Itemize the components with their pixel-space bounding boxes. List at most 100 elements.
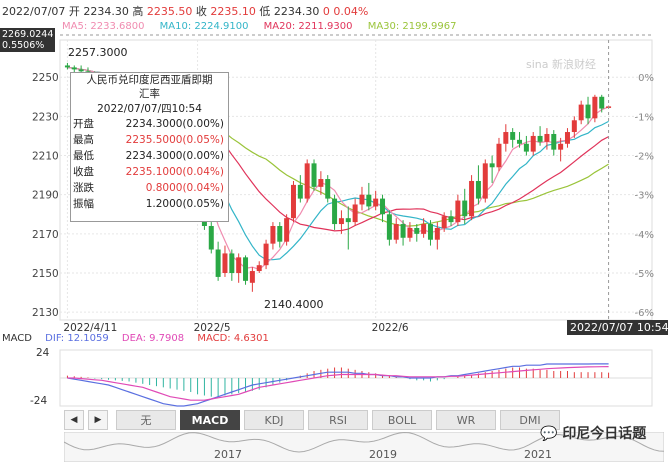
low-value: 2234.30 [273, 5, 320, 18]
candle-body [263, 243, 269, 266]
candle-body [434, 227, 440, 240]
tab-1[interactable]: MACD [180, 410, 240, 430]
macd-y-top: 24 [36, 347, 50, 359]
dif-label: DIF: 12.1059 [45, 333, 109, 344]
candle-body [393, 224, 399, 240]
tooltip-title-2: 汇率 [139, 88, 160, 100]
close-value: 2235.10 [210, 5, 256, 18]
wechat-logo: 💬 印尼今日话题 [540, 423, 646, 443]
candle-body [455, 200, 461, 223]
ma-legend: MA5: 2233.6800 MA10: 2224.9100 MA20: 221… [62, 21, 469, 32]
candle-body [229, 253, 235, 274]
tab-3[interactable]: RSI [308, 410, 368, 430]
candle-body [523, 143, 529, 152]
candle-body [386, 214, 392, 240]
candle-body [325, 179, 331, 199]
ma30-label: MA30: 2199.9967 [367, 21, 457, 32]
y-pct-label: -3% [635, 191, 654, 202]
candle-body [352, 204, 358, 223]
candle-body [338, 218, 344, 225]
tooltip-row: 振幅 1.2000(0.05%) [71, 196, 228, 212]
candle-body [380, 198, 386, 215]
tooltip-row-value: 2234.3000(0.00%) [125, 150, 224, 162]
candle-body [270, 226, 276, 244]
overview-year-label: 2021 [524, 448, 552, 461]
wechat-icon: 💬 [540, 426, 563, 442]
candle-body [208, 226, 214, 250]
candle-body [277, 226, 283, 242]
macd-legend: MACD DIF: 12.1059 DEA: 9.7908 MACD: 4.63… [2, 333, 279, 344]
macd-title: MACD [2, 333, 32, 344]
candle-body [64, 65, 70, 68]
quote-date: 2022/07/07 [2, 5, 66, 18]
y-tick-label: 2170 [32, 229, 59, 241]
candle-body [297, 184, 303, 199]
close-label: 收 [195, 5, 207, 18]
tab-2[interactable]: KDJ [244, 410, 304, 430]
candle-body [304, 163, 310, 199]
low-annotation: 2140.4000 [264, 298, 324, 311]
change-value: 0 [322, 5, 330, 18]
tooltip-row-label: 收盘 [73, 166, 94, 178]
candle-body [318, 179, 324, 187]
high-annotation: 2257.3000 [68, 46, 128, 59]
candle-body [558, 143, 564, 150]
candle-body [469, 180, 475, 217]
macd-y-bottom: -24 [30, 395, 47, 407]
y-pct-label: -5% [635, 269, 654, 280]
high-label: 高 [132, 5, 144, 18]
tooltip-row: 开盘 2234.3000(0.00%) [71, 116, 228, 132]
candle-body [585, 104, 591, 119]
prev-arrow-icon[interactable]: ◀ [64, 410, 84, 430]
candle-body [215, 249, 221, 277]
dif-line [67, 363, 609, 407]
candle-body [489, 163, 495, 168]
candle-body [311, 163, 317, 187]
candle-body [517, 139, 523, 144]
candle-body [496, 143, 502, 168]
logo-text: 印尼今日话题 [562, 426, 647, 442]
next-arrow-icon[interactable]: ▶ [88, 410, 108, 430]
tab-6[interactable]: DMI [500, 410, 560, 430]
candle-body [359, 194, 365, 205]
tab-5[interactable]: WR [436, 410, 496, 430]
tooltip-row: 涨跌 0.8000(0.04%) [71, 180, 228, 196]
candlestick-chart[interactable]: 2250 0% 2230 -1% 2210 -2% 2190 -3% 2170 -4% 2150 -5… [0, 32, 668, 412]
overview-navigator[interactable]: 2017 2019 2021 [64, 432, 664, 462]
ma20-label: MA20: 2211.9300 [263, 21, 353, 32]
candle-body [256, 265, 262, 272]
candle-body [510, 132, 516, 140]
overview-year-label: 2019 [369, 448, 397, 461]
candle-body [448, 216, 454, 223]
crosshair-time-badge: 2022/07/07 10:54 [567, 320, 668, 335]
x-tick-label: 2022/6 [372, 322, 409, 334]
tab-0[interactable]: 无 [116, 410, 176, 430]
candle-body [373, 198, 379, 207]
crosshair-price: 2269.0244 [2, 29, 54, 40]
tooltip-row-label: 最高 [73, 134, 94, 146]
x-tick-label: 2022/4/11 [63, 322, 117, 334]
open-value: 2234.30 [83, 5, 129, 18]
candle-body [530, 135, 536, 152]
sina-watermark: sina 新浪财经 [526, 58, 596, 71]
candle-body [71, 67, 77, 70]
tab-4[interactable]: BOLL [372, 410, 432, 430]
candle-body [414, 227, 420, 234]
candle-body [421, 224, 427, 234]
quote-header: 2022/07/07 开 2234.30 高 2235.50 收 2235.10… [2, 3, 368, 19]
y-tick-label: 2190 [32, 190, 59, 202]
candle-body [400, 224, 406, 238]
candle-body [407, 227, 413, 238]
y-tick-label: 2150 [32, 268, 59, 280]
y-tick-label: 2210 [32, 151, 59, 163]
ma10-label: MA10: 2224.9100 [159, 21, 249, 32]
candle-body [544, 133, 550, 142]
candle-body [592, 96, 598, 119]
overview-frame [64, 432, 664, 462]
y-tick-label: 2130 [32, 307, 59, 319]
candle-body [427, 224, 433, 240]
candle-body [482, 163, 488, 199]
candle-body [332, 198, 338, 225]
candle-body [236, 257, 242, 274]
overview-year-label: 2017 [214, 448, 242, 461]
